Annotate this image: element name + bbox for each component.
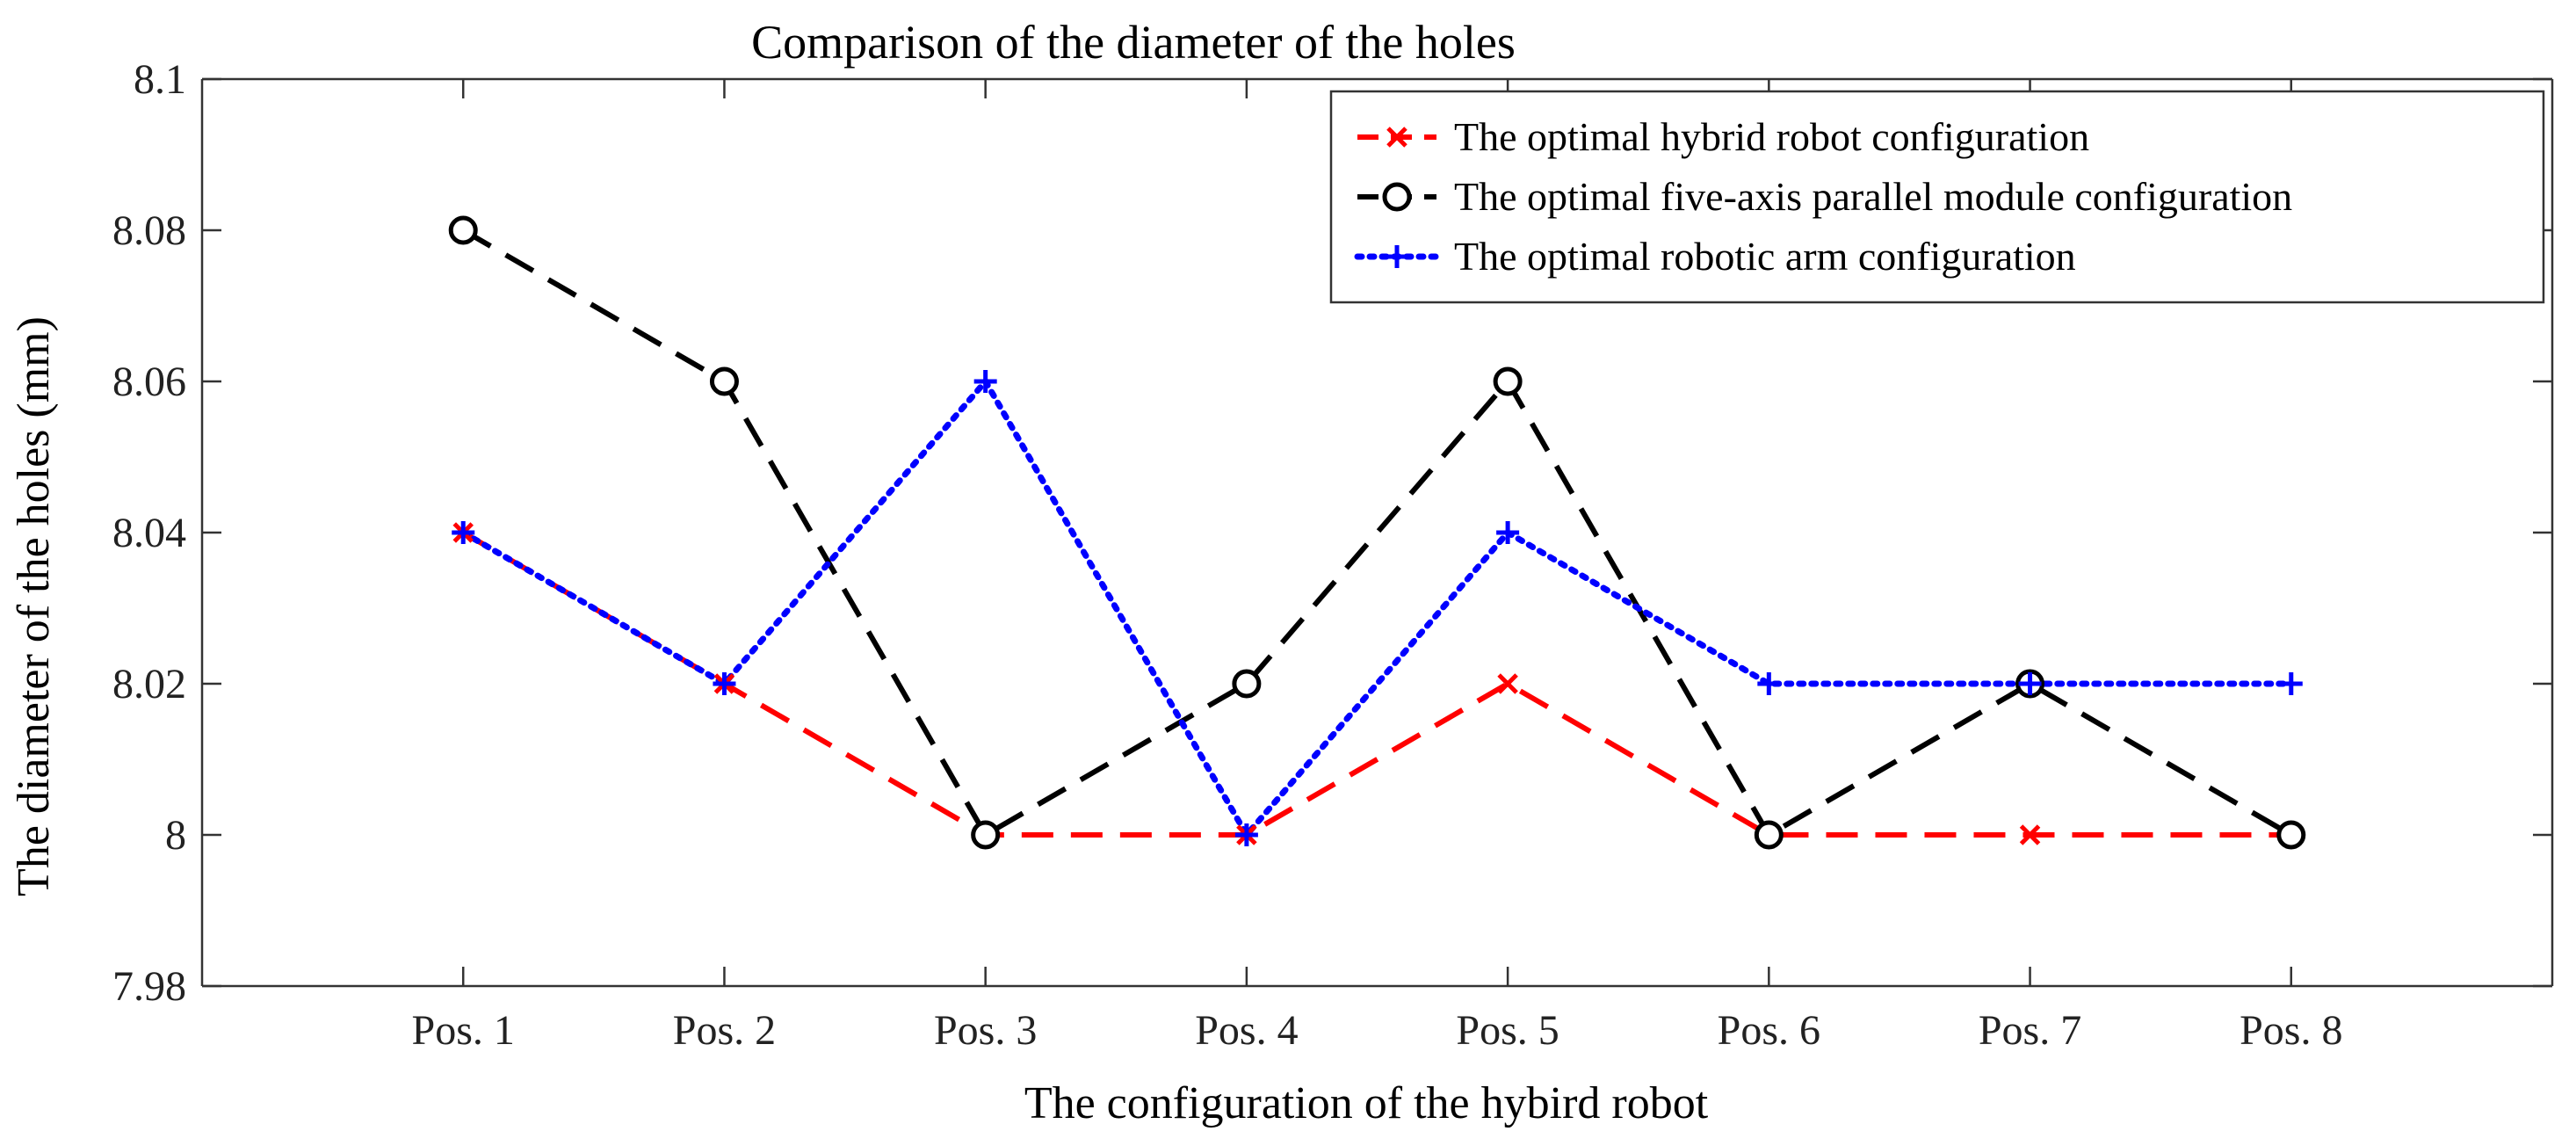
x-tick-label: Pos. 2: [673, 1007, 776, 1054]
legend-label: The optimal five-axis parallel module co…: [1454, 174, 2292, 219]
plot-area: 7.98 8 8.02 8.04 8.06 8.08 8.1 Pos. 1 Pos. 2 Pos.…: [112, 56, 2554, 1054]
chart-title: Comparison of the diameter of the holes: [751, 16, 1516, 69]
data-point-series-3: [1234, 823, 1258, 846]
series-layer: [448, 215, 2306, 850]
legend-entry: The optimal hybrid robot configuration: [1357, 114, 2089, 159]
series-markers-3: [452, 370, 2303, 846]
x-tick-label: Pos. 6: [1718, 1007, 1820, 1054]
data-point-series-2: [971, 820, 1001, 850]
y-tick-label: 8.04: [112, 510, 186, 556]
x-tick-label: Pos. 5: [1456, 1007, 1559, 1054]
legend-box: [1329, 90, 2545, 304]
data-point-series-3: [713, 672, 736, 695]
data-point-series-3: [2279, 672, 2303, 695]
y-tick-label: 8.08: [112, 207, 186, 254]
data-point-series-3: [973, 370, 997, 393]
y-tick-label: 8.02: [112, 661, 186, 707]
data-point-series-3: [1757, 672, 1781, 695]
x-tick-label: Pos. 3: [934, 1007, 1037, 1054]
y-tick-label: 8.06: [112, 359, 186, 405]
series-line-3: [459, 375, 2295, 841]
y-tick-label: 7.98: [112, 963, 186, 1010]
data-point-series-2: [448, 215, 478, 245]
y-tick-label: 8: [165, 812, 186, 859]
data-point-series-1: [2019, 824, 2041, 845]
x-tick-label: Pos. 4: [1195, 1007, 1298, 1054]
data-point-series-2: [1754, 820, 1784, 850]
legend: The optimal hybrid robot configuration Th…: [1329, 90, 2545, 304]
legend-entry: The optimal robotic arm configuration: [1354, 234, 2076, 279]
legend-marker: [1386, 245, 1408, 268]
series-line-1: [461, 530, 2291, 838]
x-tick-label: Pos. 7: [1979, 1007, 2081, 1054]
data-point-series-2: [2276, 820, 2306, 850]
legend-label: The optimal robotic arm configuration: [1454, 234, 2076, 279]
data-point-series-2: [1232, 669, 1262, 699]
legend-entry: The optimal five-axis parallel module co…: [1357, 174, 2292, 219]
data-point-series-3: [1496, 521, 1520, 544]
x-tick-label: Pos. 8: [2240, 1007, 2342, 1054]
y-tick-label: 8.1: [134, 56, 186, 103]
data-point-series-1: [1497, 673, 1518, 694]
series-markers-2: [448, 215, 2306, 850]
data-point-series-3: [452, 521, 475, 544]
data-point-series-2: [1493, 366, 1523, 396]
x-tick-label: Pos. 1: [412, 1007, 515, 1054]
legend-marker: [1386, 127, 1407, 148]
data-point-series-2: [709, 366, 739, 396]
y-axis-label: The diameter of the holes (mm): [9, 316, 59, 896]
legend-marker: [1382, 182, 1412, 212]
data-point-series-3: [2018, 672, 2042, 695]
legend-label: The optimal hybrid robot configuration: [1454, 114, 2089, 159]
x-axis-label: The configuration of the hybird robot: [1024, 1078, 1709, 1128]
